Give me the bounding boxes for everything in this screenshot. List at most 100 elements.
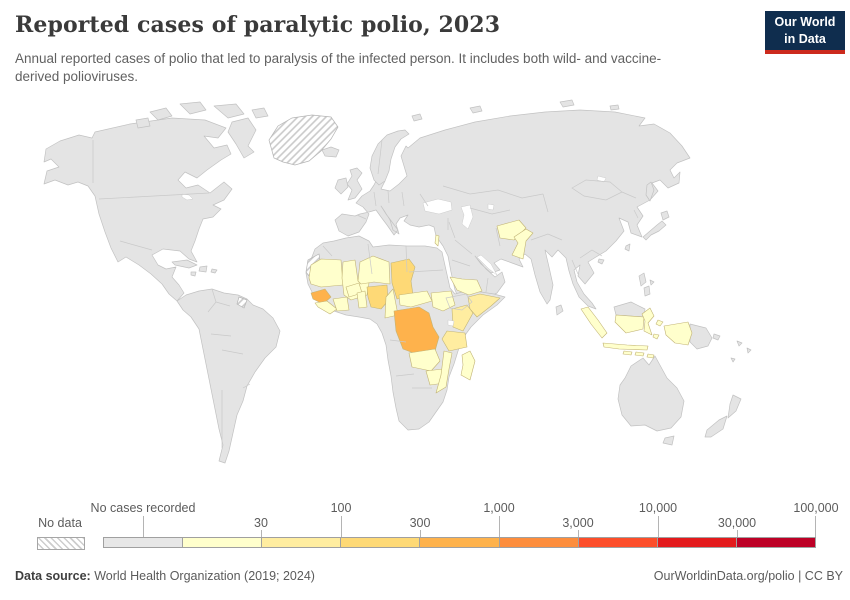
country-sri-lanka[interactable]: [555, 304, 564, 316]
country-indonesia-lesser-sunda[interactable]: [622, 350, 633, 356]
legend-bin-30000-100000[interactable]: [735, 537, 816, 548]
legend-tick: [420, 530, 421, 537]
legend-bin-10000-30000[interactable]: [656, 537, 737, 548]
country-indonesia-lesser-sunda[interactable]: [634, 351, 645, 357]
legend-label-30: 30: [254, 516, 268, 530]
country-borders-group: [92, 139, 639, 448]
region-arctic-russia-island[interactable]: [469, 105, 483, 114]
legend-bin-3000-10000[interactable]: [577, 537, 658, 548]
country-guinea[interactable]: [310, 288, 332, 305]
legend-bin-300-1000[interactable]: [419, 537, 500, 548]
region-scandinavia[interactable]: [369, 129, 410, 186]
country-chad[interactable]: [390, 258, 416, 300]
legend-no-data-swatch[interactable]: [37, 537, 85, 550]
country-north-america[interactable]: [43, 117, 233, 302]
country-yemen[interactable]: [449, 276, 483, 296]
region-arctic-island[interactable]: [251, 107, 269, 119]
country-french-guiana[interactable]: [236, 296, 248, 309]
page-title: Reported cases of paralytic polio, 2023: [15, 12, 501, 38]
country-indonesia-kalimantan[interactable]: [614, 314, 645, 334]
country-japan-hokkaido[interactable]: [660, 210, 670, 221]
legend-tick: [341, 516, 342, 537]
persian-gulf: [476, 254, 498, 276]
data-source-label: Data source:: [15, 569, 91, 583]
country-indonesia-maluku[interactable]: [655, 319, 664, 327]
country-indonesia-sumatra[interactable]: [580, 306, 608, 339]
country-south-america[interactable]: [176, 288, 281, 464]
data-source-text: World Health Organization (2019; 2024): [90, 569, 315, 583]
country-drc[interactable]: [393, 306, 440, 356]
country-iceland[interactable]: [321, 146, 340, 158]
country-sierra-leone-liberia[interactable]: [314, 300, 338, 315]
country-tanzania[interactable]: [441, 330, 468, 352]
region-pacific-island[interactable]: [730, 357, 736, 363]
country-central-african-republic[interactable]: [398, 290, 433, 308]
country-puerto-rico[interactable]: [210, 268, 218, 274]
choropleth-map-svg: [43, 99, 752, 464]
country-japan[interactable]: [642, 220, 667, 241]
region-sakhalin[interactable]: [645, 181, 655, 202]
country-malaysia-borneo[interactable]: [613, 301, 646, 318]
owid-logo-line1: Our World: [774, 15, 836, 29]
region-arctic-island[interactable]: [179, 101, 207, 115]
legend-bin-0-30[interactable]: [182, 537, 263, 548]
legend-tick: [658, 516, 659, 537]
legend-label-100: 100: [330, 501, 352, 515]
country-niger[interactable]: [357, 255, 391, 285]
country-philippines[interactable]: [649, 279, 655, 286]
country-indonesia-papua[interactable]: [663, 321, 693, 346]
region-svalbard[interactable]: [411, 113, 423, 122]
country-indonesia-maluku[interactable]: [652, 333, 660, 340]
legend-bin-1000-3000[interactable]: [498, 537, 579, 548]
region-tasmania[interactable]: [662, 435, 675, 446]
legend-label-10000: 10,000: [638, 501, 678, 515]
aral-sea: [487, 203, 495, 211]
country-cuba[interactable]: [171, 259, 198, 269]
country-jamaica[interactable]: [190, 271, 197, 277]
country-papua-new-guinea[interactable]: [689, 323, 713, 350]
country-indonesia-java[interactable]: [602, 342, 649, 351]
country-taiwan[interactable]: [624, 243, 631, 252]
region-pacific-island[interactable]: [746, 347, 752, 354]
country-indonesia-lesser-sunda[interactable]: [646, 353, 655, 359]
region-hainan[interactable]: [597, 258, 605, 265]
region-new-britain[interactable]: [712, 333, 721, 341]
legend-bin-100-300[interactable]: [340, 537, 421, 548]
country-zambia[interactable]: [408, 348, 441, 372]
country-pakistan[interactable]: [511, 228, 534, 260]
region-arctic-island[interactable]: [135, 117, 151, 129]
legend-bin-no-cases[interactable]: [103, 537, 184, 548]
country-new-zealand-south[interactable]: [704, 415, 728, 438]
country-australia[interactable]: [617, 355, 685, 432]
country-ireland[interactable]: [334, 177, 349, 195]
chart-subtitle: Annual reported cases of polio that led …: [15, 51, 662, 85]
region-arctic-island[interactable]: [149, 107, 173, 121]
country-new-zealand-north[interactable]: [727, 394, 742, 419]
region-arctic-island[interactable]: [213, 103, 245, 119]
credit-link[interactable]: OurWorldinData.org/polio | CC BY: [653, 569, 843, 583]
country-philippines[interactable]: [638, 272, 647, 287]
region-arctic-russia-island[interactable]: [609, 104, 620, 111]
legend-label-100000: 100,000: [793, 501, 839, 515]
country-mauritania[interactable]: [308, 258, 344, 288]
country-mozambique[interactable]: [435, 350, 453, 394]
region-pacific-island[interactable]: [736, 340, 743, 347]
water-bodies-group: [181, 175, 607, 327]
country-cote-divoire[interactable]: [332, 296, 350, 312]
country-hispaniola[interactable]: [198, 265, 208, 273]
country-eurasia[interactable]: [334, 109, 691, 310]
country-togo-benin[interactable]: [356, 290, 368, 309]
country-indonesia-sulawesi[interactable]: [641, 307, 655, 336]
country-united-kingdom[interactable]: [346, 167, 363, 201]
country-greenland[interactable]: [268, 114, 339, 166]
lake-baikal: [596, 175, 607, 183]
country-madagascar[interactable]: [460, 350, 476, 381]
region-arctic-russia-island[interactable]: [559, 99, 575, 108]
country-nigeria[interactable]: [366, 284, 389, 310]
country-philippines[interactable]: [643, 285, 651, 297]
country-israel[interactable]: [434, 234, 440, 247]
region-baffin-island[interactable]: [227, 117, 257, 159]
legend-bin-30-100[interactable]: [261, 537, 342, 548]
world-map: [0, 88, 850, 500]
legend-color-bar: [103, 537, 816, 548]
